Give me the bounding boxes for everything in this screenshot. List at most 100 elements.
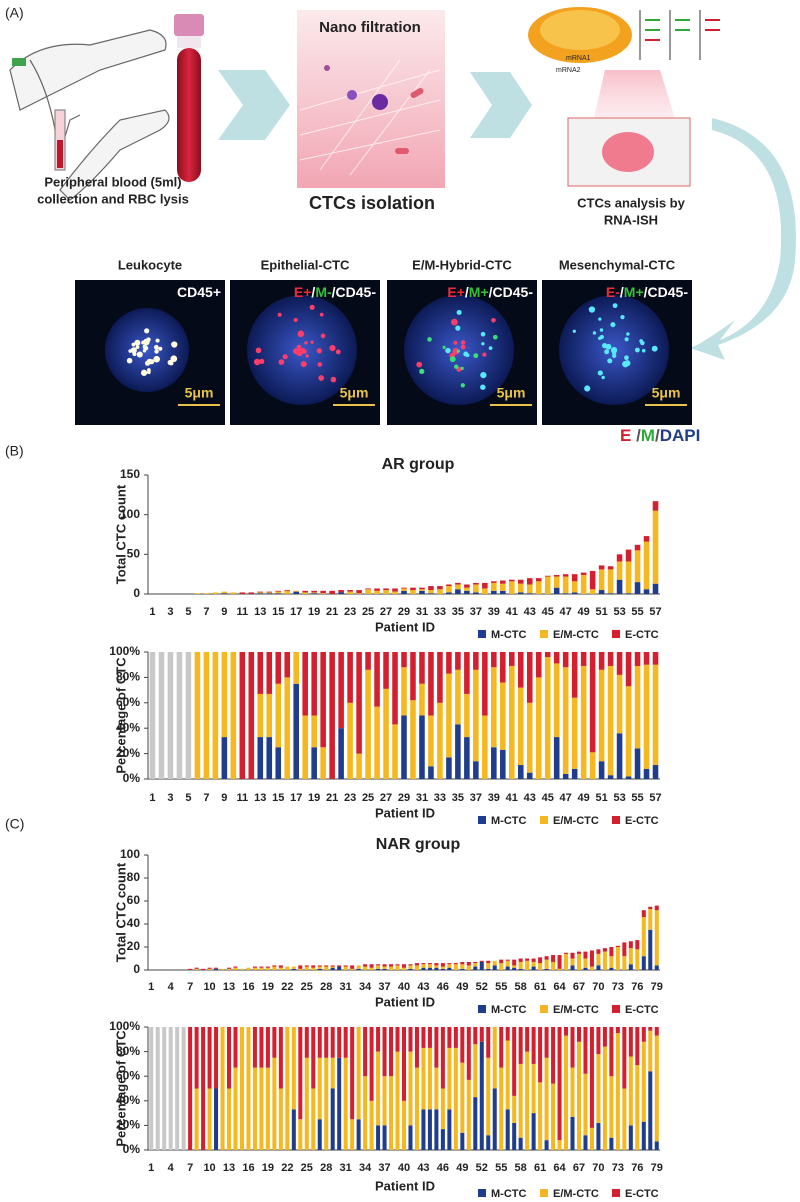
- x-tick-label: 51: [595, 606, 607, 618]
- stain-part: DAPI: [660, 426, 701, 445]
- bar-segment: [525, 958, 530, 961]
- bar-segment: [408, 964, 413, 966]
- bar-segment: [580, 574, 587, 594]
- signal-dot: [626, 332, 630, 336]
- bar-segment: [486, 968, 491, 970]
- x-tick-label: 46: [437, 981, 449, 993]
- bar-segment: [356, 652, 362, 754]
- bar-segment: [285, 1027, 290, 1150]
- legend-label: E-CTC: [625, 629, 659, 641]
- bar-segment: [408, 1125, 413, 1150]
- bar-segment: [408, 1027, 413, 1052]
- bar-segment: [365, 589, 371, 594]
- bar-segment: [643, 652, 650, 665]
- bar-segment: [589, 1127, 594, 1150]
- bar-segment: [369, 1100, 374, 1150]
- legend-swatch: [540, 630, 548, 638]
- bar-segment: [207, 968, 212, 970]
- bar-segment: [570, 958, 575, 966]
- x-tick-label: 1: [148, 981, 154, 993]
- bar-segment: [194, 1027, 199, 1089]
- x-tick-label: 49: [456, 1162, 468, 1174]
- bar-segment: [434, 1067, 439, 1110]
- bar-segment: [509, 652, 515, 666]
- bar-segment: [628, 948, 633, 965]
- bar-segment: [434, 965, 439, 968]
- bar-segment: [275, 652, 282, 684]
- bar-segment: [571, 581, 578, 593]
- bar-segment: [266, 593, 273, 594]
- bar-segment: [562, 574, 569, 577]
- signal-dot: [488, 346, 493, 350]
- marker-part: /: [465, 284, 469, 300]
- x-tick-label: 73: [612, 981, 624, 993]
- bar-segment: [460, 964, 465, 969]
- bar-segment: [365, 588, 371, 590]
- bar-segment: [526, 584, 533, 594]
- signal-dot: [607, 358, 613, 364]
- bar-segment: [284, 590, 291, 594]
- bar-segment: [479, 961, 484, 970]
- bar-segment: [654, 1035, 659, 1142]
- bar-segment: [628, 1056, 633, 1126]
- x-tick-label: 37: [378, 981, 390, 993]
- x-tick-label: 13: [254, 606, 266, 618]
- bar-segment: [401, 590, 407, 594]
- marker-part: /: [620, 284, 624, 300]
- bar-segment: [338, 652, 344, 729]
- x-tick-label: 58: [515, 1162, 527, 1174]
- bar-segment: [337, 1057, 342, 1150]
- bar-segment: [596, 965, 601, 970]
- bar-segment: [652, 765, 659, 779]
- bar-segment: [479, 1041, 484, 1150]
- bar-segment: [518, 968, 523, 970]
- bar-segment: [272, 1027, 277, 1058]
- x-tick-label: 31: [416, 606, 428, 618]
- x-tick-label: 22: [281, 1162, 293, 1174]
- bar-segment: [589, 752, 596, 779]
- bar-segment: [369, 1027, 374, 1101]
- bar-segment: [641, 1027, 646, 1042]
- bar-segment: [473, 1027, 478, 1045]
- bar-segment: [609, 956, 614, 968]
- legend-label: M-CTC: [491, 815, 526, 827]
- x-tick-label: 41: [506, 606, 518, 618]
- bar-segment: [544, 956, 549, 960]
- bar-segment: [625, 549, 632, 562]
- bar-segment: [389, 1027, 394, 1077]
- bar-segment: [356, 1027, 361, 1120]
- bar-segment: [544, 1027, 549, 1058]
- signal-dot: [620, 315, 625, 320]
- bar-segment: [382, 964, 387, 967]
- bar-segment: [544, 657, 551, 779]
- bar-segment: [517, 765, 524, 779]
- bar-segment: [517, 579, 524, 584]
- nano-filter: [297, 10, 445, 188]
- bar-segment: [557, 968, 562, 970]
- bar-segment: [230, 652, 237, 779]
- bar-segment: [220, 1027, 225, 1150]
- bar-segment: [437, 702, 443, 779]
- bar-segment: [654, 965, 659, 970]
- signal-dot: [253, 358, 261, 366]
- bar-segment: [265, 1027, 270, 1068]
- x-tick-label: 3: [167, 606, 173, 618]
- bar-segment: [643, 768, 650, 779]
- bar-segment: [570, 952, 575, 959]
- bar-segment: [482, 588, 488, 594]
- legend-swatch: [478, 630, 486, 638]
- x-tick-label: 43: [524, 792, 536, 804]
- bar-segment: [492, 965, 497, 970]
- bar-segment: [473, 592, 479, 594]
- bar-segment: [317, 1027, 322, 1058]
- y-tick-label: 150: [120, 467, 140, 481]
- bar-segment: [188, 968, 193, 970]
- bar-segment: [257, 737, 264, 779]
- bar-segment: [455, 589, 461, 594]
- bar-segment: [389, 964, 394, 967]
- x-tick-label: 47: [560, 606, 572, 618]
- bar-segment: [538, 957, 543, 964]
- bar-segment: [509, 579, 515, 582]
- bar-segment: [526, 578, 533, 585]
- cell-marker: E+/M-/CD45-: [294, 284, 376, 300]
